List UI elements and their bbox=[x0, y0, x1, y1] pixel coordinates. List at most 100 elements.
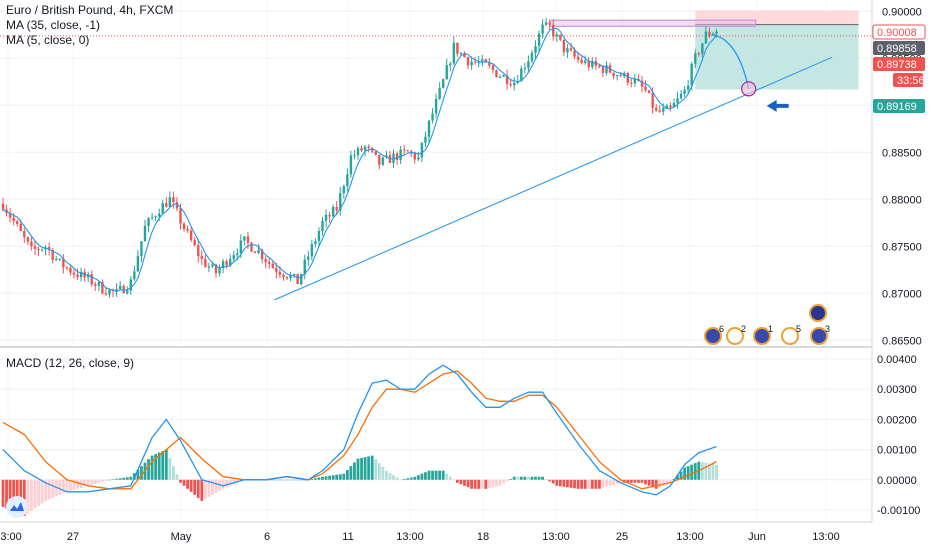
candle bbox=[481, 59, 484, 63]
candle bbox=[573, 50, 576, 57]
candle bbox=[328, 214, 331, 217]
candle bbox=[300, 274, 303, 285]
price-tick-label: 0.88500 bbox=[882, 147, 922, 159]
candle bbox=[566, 48, 569, 53]
candle bbox=[456, 42, 459, 54]
candle bbox=[285, 276, 289, 279]
macd-tick-label: 0.00000 bbox=[877, 475, 917, 487]
candle bbox=[158, 213, 161, 217]
macd-histogram-bar bbox=[392, 475, 395, 480]
macd-histogram-bar bbox=[416, 475, 420, 480]
macd-histogram-bar bbox=[534, 476, 537, 480]
macd-histogram-bar bbox=[331, 475, 335, 480]
macd-histogram-bar bbox=[555, 479, 559, 486]
candle bbox=[410, 151, 413, 154]
symbol-title[interactable]: Euro / British Pound, 4h, FXCM bbox=[6, 3, 174, 17]
price-tick-label: 0.88000 bbox=[882, 194, 922, 206]
candle bbox=[555, 34, 558, 37]
candle bbox=[108, 289, 111, 295]
macd-histogram-bar bbox=[580, 479, 584, 489]
candle bbox=[587, 60, 590, 68]
price-badge bbox=[873, 57, 925, 71]
macd-histogram-bar bbox=[147, 459, 150, 480]
macd-histogram-bar bbox=[448, 476, 452, 480]
macd-histogram-bar bbox=[381, 466, 385, 480]
macd-signal-line bbox=[2, 370, 717, 490]
macd-histogram-bar bbox=[377, 463, 381, 480]
macd-histogram-bar bbox=[484, 479, 488, 489]
macd-histogram-bar bbox=[374, 459, 378, 480]
candle bbox=[598, 65, 601, 67]
candle bbox=[268, 261, 271, 264]
macd-histogram-bar bbox=[566, 479, 569, 488]
macd-histogram-bar bbox=[129, 476, 133, 480]
time-tick-label: 13:00 bbox=[0, 531, 22, 543]
candle bbox=[647, 90, 651, 93]
candle bbox=[232, 255, 235, 260]
macd-histogram-bar bbox=[527, 476, 530, 480]
macd-histogram-bar bbox=[583, 479, 587, 489]
candle bbox=[534, 46, 537, 53]
macd-histogram-bar bbox=[615, 479, 619, 484]
candle bbox=[292, 273, 296, 276]
candle bbox=[484, 59, 487, 63]
macd-histogram-bar bbox=[72, 479, 76, 490]
macd-histogram-bar bbox=[388, 472, 392, 480]
macd-histogram-bar bbox=[424, 472, 427, 480]
event-count-badge: 2 bbox=[741, 324, 746, 334]
candle bbox=[204, 258, 207, 267]
price-badge-label: 0.89738 bbox=[877, 59, 917, 71]
candle bbox=[58, 258, 61, 260]
price-badge-label: 0.89858 bbox=[877, 43, 917, 55]
macd-histogram-bar bbox=[97, 479, 101, 483]
candle bbox=[452, 42, 456, 64]
event-flag-icon bbox=[810, 327, 828, 345]
macd-histogram-bar bbox=[686, 466, 690, 480]
candle bbox=[505, 75, 509, 85]
candle bbox=[168, 197, 172, 207]
macd-histogram-bar bbox=[26, 479, 30, 514]
ma35-legend[interactable]: MA (35, close, -1) bbox=[6, 18, 101, 32]
macd-histogram-bar bbox=[505, 479, 509, 482]
macd-histogram-bar bbox=[704, 462, 708, 480]
candle bbox=[236, 253, 239, 256]
event-flag-icon bbox=[704, 327, 722, 345]
target-circle bbox=[741, 81, 757, 97]
candle bbox=[527, 61, 530, 68]
candle bbox=[591, 60, 594, 68]
macd-histogram-bar bbox=[523, 476, 527, 480]
projection-curve bbox=[712, 34, 750, 89]
time-tick-label: 27 bbox=[67, 531, 79, 543]
candle bbox=[346, 174, 349, 187]
candle bbox=[115, 288, 118, 292]
macd-histogram-bar bbox=[537, 476, 541, 480]
ma5-legend[interactable]: MA (5, close, 0) bbox=[6, 33, 90, 47]
candle bbox=[335, 206, 338, 211]
candle bbox=[94, 284, 97, 286]
macd-histogram-bar bbox=[33, 479, 37, 509]
event-flag-icon bbox=[753, 327, 771, 345]
trade-annotations bbox=[0, 10, 872, 90]
time-tick-label: 18 bbox=[477, 531, 489, 543]
macd-histogram-bar bbox=[345, 469, 349, 480]
candle bbox=[218, 268, 221, 274]
macd-title[interactable]: MACD (12, 26, close, 9) bbox=[6, 356, 135, 370]
candle bbox=[307, 256, 310, 260]
macd-histogram-bar bbox=[693, 463, 697, 480]
candle bbox=[211, 264, 214, 267]
macd-histogram-bar bbox=[431, 470, 434, 480]
candle bbox=[62, 258, 65, 268]
candle bbox=[253, 251, 257, 254]
candle bbox=[207, 266, 211, 268]
macd-histogram-bar bbox=[40, 479, 44, 504]
candle bbox=[495, 69, 498, 78]
macd-histogram-bar bbox=[590, 479, 594, 489]
candle bbox=[140, 241, 143, 257]
macd-histogram-bar bbox=[519, 476, 523, 480]
candle bbox=[655, 107, 658, 111]
macd-histogram-bar bbox=[278, 479, 282, 481]
candle bbox=[186, 229, 189, 231]
macd-histogram-bar bbox=[47, 479, 51, 500]
